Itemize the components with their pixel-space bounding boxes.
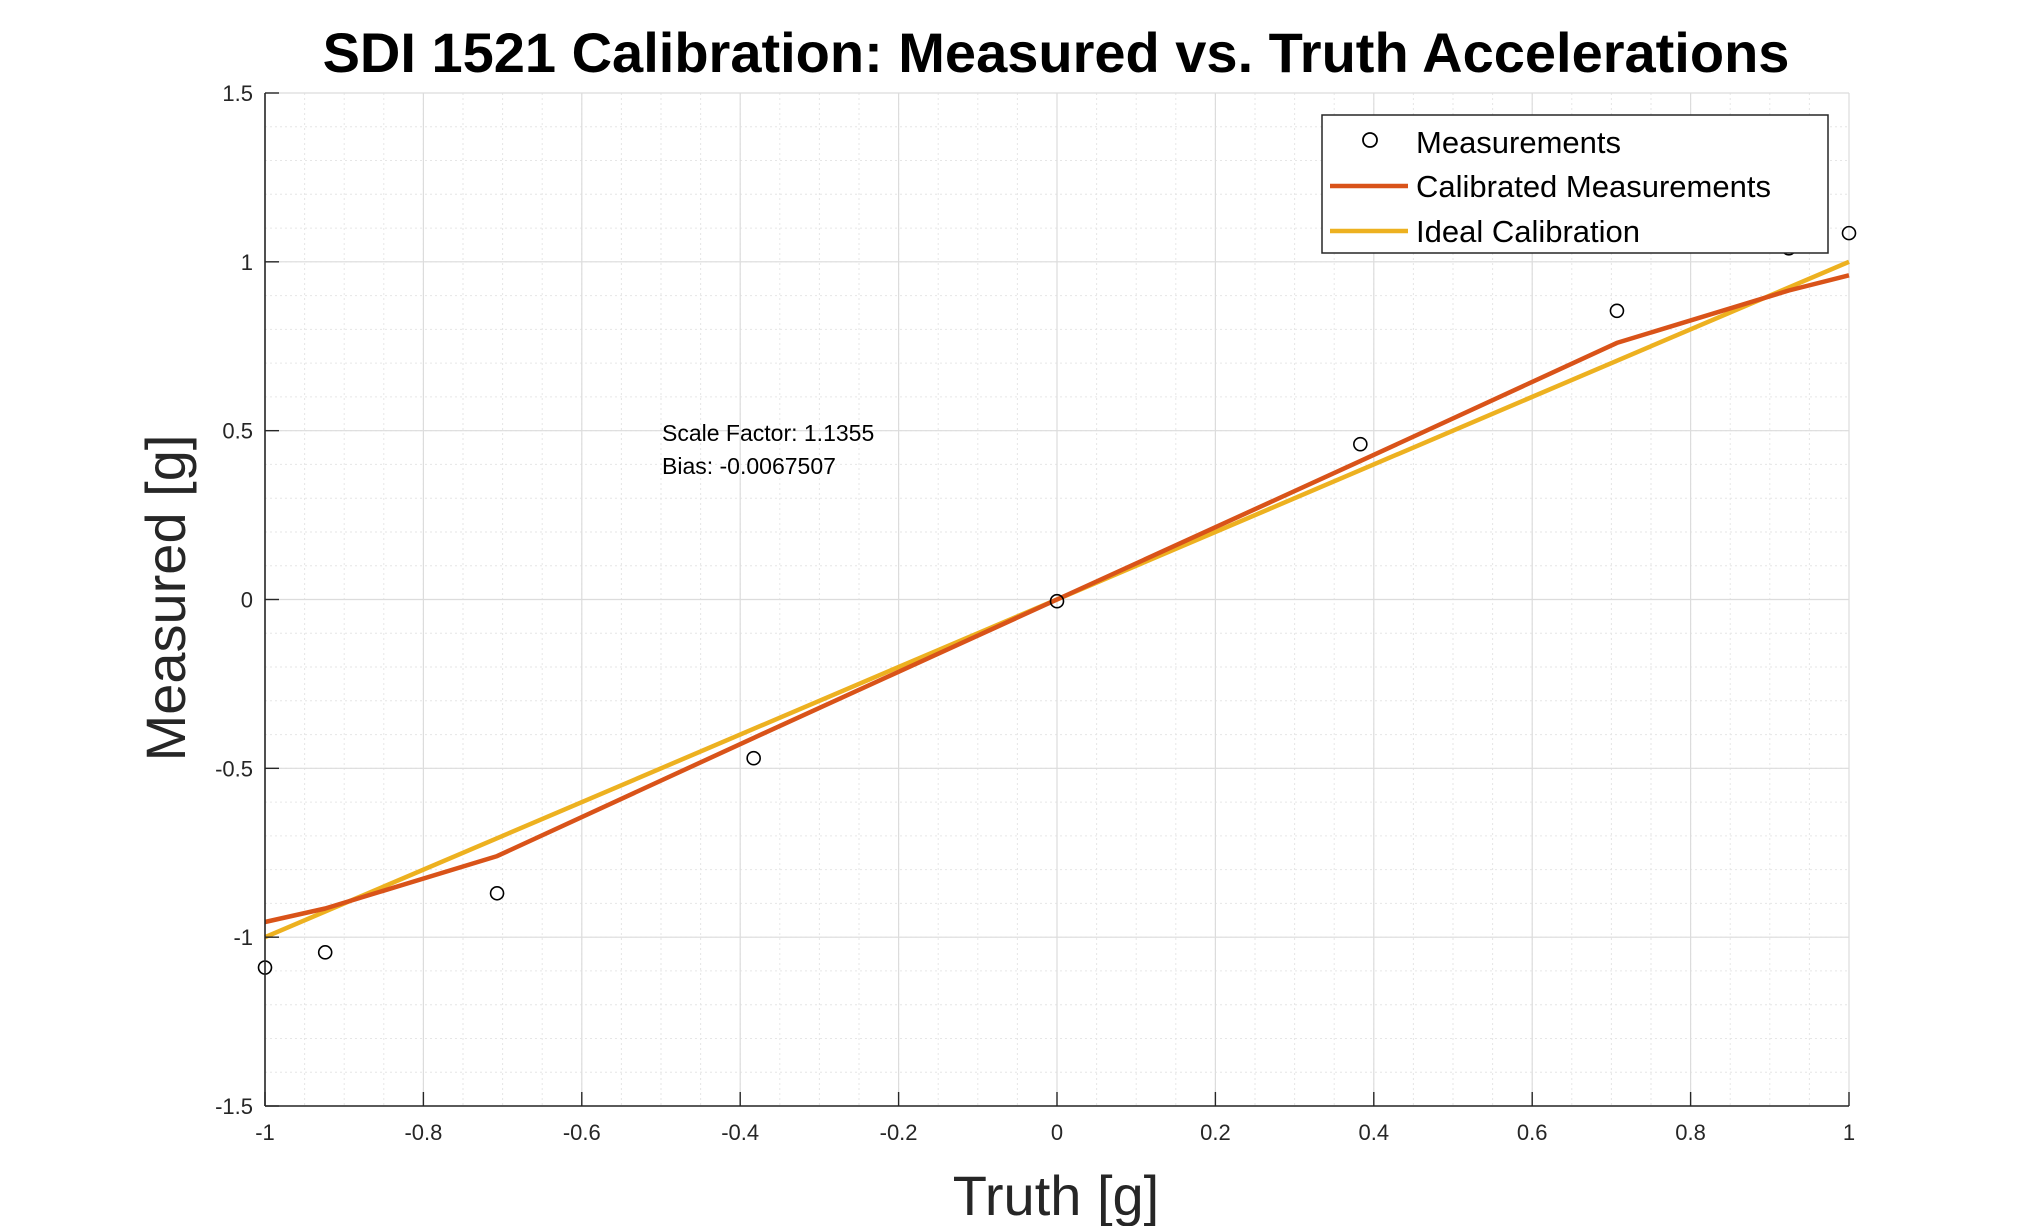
legend-measurements-label: Measurements — [1416, 125, 1621, 160]
y-tick-label: 1 — [241, 250, 253, 275]
measurement-point — [1609, 303, 1625, 319]
x-axis-label: Truth [g] — [953, 1164, 1159, 1226]
x-tick-label: 0 — [1051, 1120, 1063, 1145]
measurement-point — [1049, 593, 1065, 609]
y-tick-label: -0.5 — [215, 756, 253, 781]
calibrated-measurements-line — [264, 273, 1850, 925]
x-tick-label: -1 — [255, 1120, 275, 1145]
measurement-point — [317, 945, 333, 960]
y-tick-label: -1.5 — [215, 1094, 253, 1119]
bias-annotation: Bias: -0.0067507 — [662, 453, 836, 479]
measurement-point — [746, 750, 761, 766]
x-tick-label: 0.6 — [1517, 1120, 1548, 1145]
x-tick-label: 0.4 — [1359, 1120, 1390, 1145]
y-tick-label: -1 — [233, 925, 253, 950]
y-tick-label: 1.5 — [222, 81, 253, 106]
y-tick-label: 0 — [241, 588, 253, 613]
x-tick-label: 0.2 — [1200, 1120, 1231, 1145]
measurement-point — [1353, 436, 1368, 452]
legend: Measurements Calibrated Measurements Ide… — [1321, 114, 1829, 254]
x-tick-label: 1 — [1843, 1120, 1855, 1145]
axes-layer — [264, 92, 1850, 1107]
x-tick-label: -0.8 — [404, 1120, 442, 1145]
y-tick-label: 0.5 — [222, 419, 253, 444]
x-tick-label: -0.2 — [880, 1120, 918, 1145]
chart-title: SDI 1521 Calibration: Measured vs. Truth… — [323, 21, 1790, 84]
x-tick-label: 0.8 — [1675, 1120, 1706, 1145]
tick-labels: -1 -0.8 -0.6 -0.4 -0.2 0 0.2 0.4 0.6 0.8 1-1.5-1-0… — [215, 81, 1855, 1145]
y-axis-label: Measured [g] — [134, 435, 197, 762]
legend-ideal-label: Ideal Calibration — [1416, 214, 1640, 249]
legend-measurements-marker — [1362, 132, 1378, 148]
measurement-point — [1841, 225, 1857, 241]
legend-calibrated-label: Calibrated Measurements — [1416, 169, 1771, 204]
x-tick-label: -0.4 — [721, 1120, 759, 1145]
x-tick-label: -0.6 — [563, 1120, 601, 1145]
measurement-point — [489, 885, 505, 901]
scale-factor-annotation: Scale Factor: 1.1355 — [662, 420, 874, 446]
